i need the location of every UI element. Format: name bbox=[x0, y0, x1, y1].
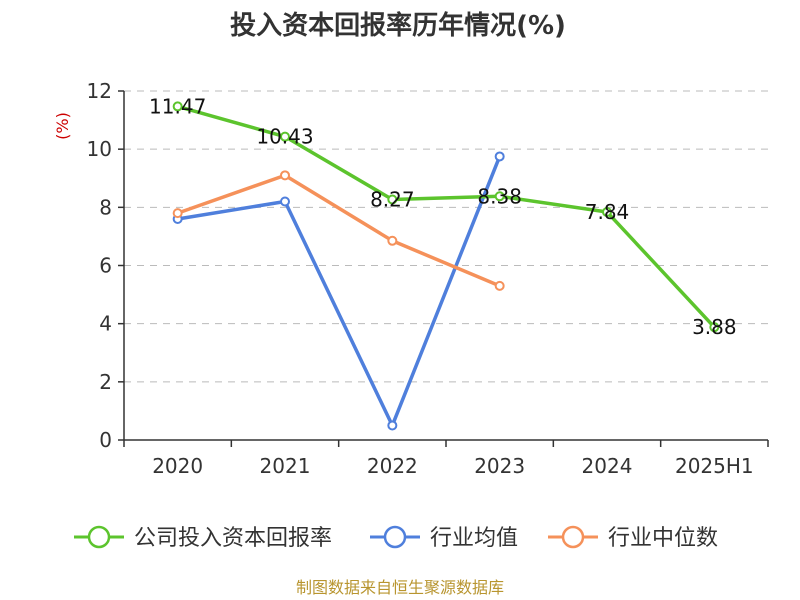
y-tick-label-4: 4 bbox=[99, 312, 112, 336]
x-tick-label-2023: 2023 bbox=[474, 454, 525, 478]
data-label-2024: 7.84 bbox=[585, 200, 630, 224]
x-tick-label-2024: 2024 bbox=[582, 454, 633, 478]
source-note: 制图数据来自恒生聚源数据库 bbox=[296, 578, 504, 597]
series-line-1 bbox=[177, 155, 502, 428]
data-label-2021: 10.43 bbox=[256, 125, 313, 149]
legend-label-1: 行业均值 bbox=[430, 526, 518, 551]
legend-label-2: 行业中位数 bbox=[608, 526, 718, 551]
y-tick-label-8: 8 bbox=[99, 195, 112, 219]
data-point-s0-2025H1 bbox=[709, 322, 720, 333]
legend-marker-1 bbox=[383, 525, 407, 549]
data-point-s2-2023 bbox=[494, 280, 505, 291]
grid-lines bbox=[124, 90, 768, 383]
axes: 0 2 4 6 8 10 12 2020 2021 2022 2023 2024 2025H1 bbox=[87, 79, 769, 478]
series-line-0 bbox=[177, 104, 716, 329]
data-point-s0-2021 bbox=[280, 131, 290, 142]
data-label-2020: 11.47 bbox=[149, 94, 206, 118]
x-tick-label-2020: 2020 bbox=[152, 454, 203, 478]
x-tick-label-2021: 2021 bbox=[260, 454, 311, 478]
data-point-s1-2022 bbox=[387, 420, 398, 431]
data-point-s0-2020 bbox=[172, 101, 183, 112]
data-point-s0-2024 bbox=[602, 206, 612, 217]
y-tick-label-10: 10 bbox=[87, 137, 112, 161]
legend: 公司投入资本回报率 行业均值 行业中位数 bbox=[74, 525, 718, 551]
x-tick-label-2022: 2022 bbox=[367, 454, 418, 478]
data-point-s2-2022 bbox=[387, 235, 398, 246]
data-point-s1-2023 bbox=[494, 151, 505, 162]
data-label-2023: 8.38 bbox=[477, 184, 522, 208]
y-axis-label: (%) bbox=[53, 112, 72, 140]
legend-marker-2 bbox=[561, 525, 585, 549]
legend-marker-0 bbox=[87, 525, 111, 549]
x-tick-label-2025H1: 2025H1 bbox=[675, 454, 754, 478]
y-tick-label-6: 6 bbox=[99, 254, 112, 278]
y-tick-label-0: 0 bbox=[99, 428, 112, 452]
data-point-s2-2021 bbox=[280, 170, 290, 181]
data-labels: 11.47 10.43 8.27 8.38 7.84 3.88 bbox=[149, 94, 737, 339]
series-lines bbox=[172, 101, 720, 431]
y-tick-label-2: 2 bbox=[99, 370, 112, 394]
legend-label-0: 公司投入资本回报率 bbox=[134, 526, 332, 551]
y-tick-label-12: 12 bbox=[87, 79, 112, 103]
data-label-2025H1: 3.88 bbox=[692, 315, 737, 339]
series-line-2 bbox=[177, 173, 501, 288]
data-point-s1-2021 bbox=[280, 196, 290, 207]
data-label-2022: 8.27 bbox=[370, 187, 415, 211]
chart-title: 投入资本回报率历年情况(%) bbox=[230, 10, 566, 41]
data-point-s0-2022 bbox=[387, 194, 398, 205]
data-point-s2-2020 bbox=[172, 208, 183, 219]
data-point-s0-2023 bbox=[494, 191, 505, 202]
